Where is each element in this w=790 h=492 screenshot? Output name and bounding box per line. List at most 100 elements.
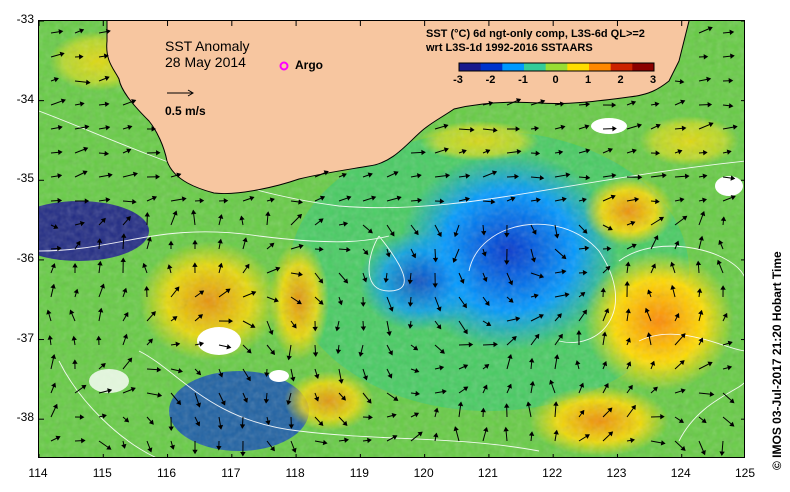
current-vector-head <box>192 262 198 267</box>
current-vector-head <box>729 398 735 404</box>
current-vector-head <box>443 123 449 129</box>
lon-tick-label: 122 <box>542 466 563 480</box>
current-vector-head <box>191 209 197 215</box>
current-vector-head <box>703 54 709 60</box>
current-vector-head <box>270 446 275 452</box>
current-vector-head <box>123 312 129 318</box>
current-vector-head <box>322 439 328 446</box>
colorbar-tick: 1 <box>584 74 592 86</box>
current-vector-head <box>246 376 251 382</box>
current-vector-head <box>432 283 438 288</box>
current-vector-head <box>695 260 702 266</box>
current-vector-head <box>413 412 420 418</box>
current-vector-head <box>176 399 182 406</box>
colorbar-segment <box>545 63 568 71</box>
current-vector-head <box>698 309 704 315</box>
current-vector-head <box>343 221 349 227</box>
current-vector-head <box>150 311 156 317</box>
current-vector-head <box>386 331 392 337</box>
current-vector-head <box>249 195 255 202</box>
current-vector-head <box>46 309 52 315</box>
current-vector-head <box>319 195 326 201</box>
current-vector-head <box>335 326 341 332</box>
current-vector-head <box>103 53 109 59</box>
current-vector-head <box>728 78 734 84</box>
current-vector-head <box>341 172 347 178</box>
colorbar-title-line1: SST (°C) 6d ngt-only comp, L3S-6d QL>=2 <box>426 28 645 40</box>
current-vector-head <box>439 198 445 204</box>
current-vector-head <box>658 216 665 222</box>
current-vector-head <box>607 407 613 413</box>
lon-tick-label: 121 <box>477 466 498 480</box>
current-vector-head <box>515 316 521 322</box>
current-vector-head <box>630 100 637 106</box>
current-vector-head <box>192 239 198 245</box>
current-vector-head <box>627 384 633 391</box>
sst-anomaly-map[interactable] <box>38 20 745 458</box>
current-vector-head <box>411 253 417 259</box>
current-vector-head <box>146 236 152 242</box>
current-vector-head <box>453 426 459 432</box>
current-vector-head <box>298 271 303 277</box>
current-vector-head <box>678 418 684 423</box>
current-vector-head <box>96 335 102 341</box>
current-vector-head <box>218 214 224 220</box>
current-vector-head <box>553 429 559 435</box>
current-vector-head <box>120 257 126 263</box>
current-vector-head <box>625 308 631 314</box>
current-vector-head <box>417 431 423 437</box>
current-vector-head <box>269 197 275 203</box>
current-vector-head <box>468 341 474 348</box>
current-vector-head <box>263 398 270 404</box>
current-vector-head <box>385 252 391 258</box>
current-vector-head <box>290 376 296 382</box>
current-vector-head <box>383 278 389 283</box>
current-vector-head <box>625 261 631 267</box>
current-vector-head <box>50 263 56 269</box>
current-vector-head <box>338 379 344 384</box>
current-vector-head <box>342 420 348 426</box>
current-vector-head <box>654 101 660 107</box>
current-vector-head <box>462 329 468 335</box>
current-vector-head <box>84 198 90 204</box>
current-vector-head <box>360 326 367 331</box>
current-vector-head <box>79 414 85 420</box>
current-vector-head <box>490 199 496 205</box>
current-vector-head <box>195 421 201 427</box>
current-vector-head <box>719 451 725 457</box>
current-vector-head <box>702 173 708 179</box>
current-vector-head <box>217 262 224 268</box>
current-vector-head <box>393 171 399 176</box>
current-vector-head <box>630 437 635 444</box>
current-vector-head <box>270 349 276 355</box>
current-vector-head <box>79 28 85 34</box>
current-vector-head <box>147 447 153 453</box>
current-vector-head <box>343 278 349 284</box>
current-vector-head <box>97 260 103 266</box>
current-vector-head <box>368 414 373 420</box>
current-vector-head <box>121 443 127 449</box>
current-vector-head <box>363 249 369 255</box>
current-vector-head <box>107 388 113 394</box>
current-vector-head <box>168 426 174 432</box>
current-vector-head <box>296 213 303 219</box>
colorbar-segment <box>632 63 655 71</box>
current-vector-head <box>630 220 636 226</box>
current-vector-head <box>101 413 107 419</box>
current-vector-head <box>218 372 224 378</box>
current-vector-head <box>124 417 130 423</box>
current-vector-head <box>504 232 510 238</box>
current-vector-head <box>393 396 399 401</box>
current-vector-head <box>611 172 617 179</box>
current-vector-head <box>508 297 514 303</box>
current-vector-head <box>358 351 364 357</box>
current-vector-head <box>493 127 498 133</box>
current-vector-head <box>554 233 560 239</box>
current-vector-head <box>709 391 715 397</box>
current-vector-head <box>127 124 133 131</box>
current-vector-head <box>582 228 588 234</box>
current-vector-head <box>443 147 449 153</box>
current-vector-head <box>131 99 137 105</box>
current-vector-head <box>314 396 320 402</box>
current-vector-head <box>84 124 90 130</box>
